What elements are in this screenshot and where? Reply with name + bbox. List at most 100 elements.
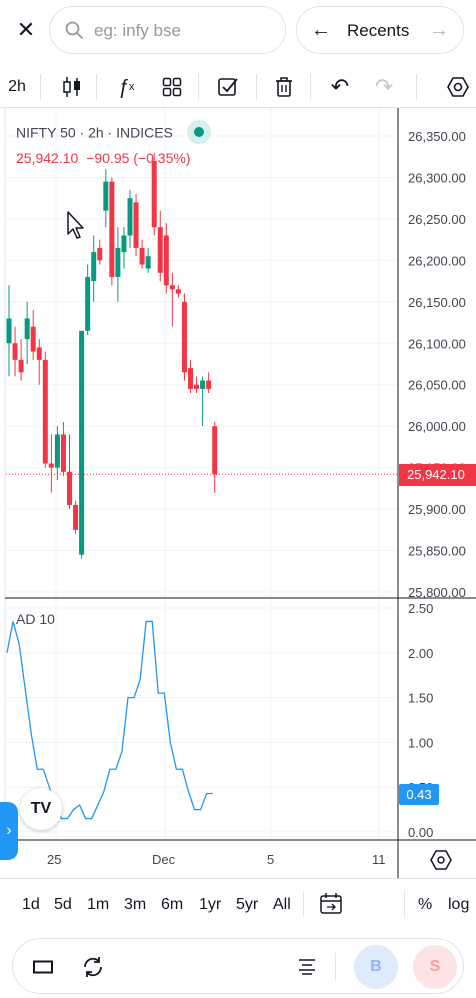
candle-body xyxy=(24,318,30,340)
candle-body xyxy=(194,384,200,389)
templates-grid-icon[interactable] xyxy=(158,72,186,102)
toolbar-divider xyxy=(416,74,417,100)
undo-icon[interactable]: ↶ xyxy=(330,74,350,99)
indicator-label: AD 10 xyxy=(16,611,55,627)
range-1m[interactable]: 1m xyxy=(87,896,110,913)
range-6m[interactable]: 6m xyxy=(161,896,184,913)
price-axis-label: 26,200.00 xyxy=(408,253,466,268)
candle-body xyxy=(175,289,181,294)
price-axis-label: 25,800.00 xyxy=(408,585,466,600)
range-1yr[interactable]: 1yr xyxy=(199,896,222,913)
candle-body xyxy=(97,247,103,261)
symbol-title: NIFTY 50 · 2h · INDICES xyxy=(16,124,173,141)
indicator-axis-label: 1.00 xyxy=(408,735,433,750)
price-change: −90.95 (−0.35%) xyxy=(86,150,191,166)
recents-control: ← Recents → xyxy=(296,6,464,54)
forward-arrow-icon[interactable]: → xyxy=(429,19,449,41)
range-5yr[interactable]: 5yr xyxy=(236,896,259,913)
price-axis-label: 25,850.00 xyxy=(408,544,466,559)
checkbox-icon[interactable] xyxy=(214,72,242,102)
candle-body xyxy=(18,359,24,373)
price-axis-label: 26,250.00 xyxy=(408,212,466,227)
candle-body xyxy=(163,235,169,286)
range-divider xyxy=(404,891,405,917)
goto-date-calendar-icon[interactable] xyxy=(318,891,344,922)
candle-body xyxy=(73,504,79,530)
indicator-axis-label: 2.50 xyxy=(408,601,433,616)
align-lines-icon[interactable] xyxy=(295,953,319,981)
toolbar-divider xyxy=(310,74,311,100)
candle-body xyxy=(181,301,187,373)
toolbar-divider xyxy=(40,74,41,100)
candle-body xyxy=(36,347,42,360)
symbol-search-input[interactable]: eg: infy bse xyxy=(49,6,286,54)
candle-body xyxy=(30,326,36,352)
redo-icon[interactable]: ↷ xyxy=(374,74,394,99)
candle-body xyxy=(127,198,133,236)
time-axis-label: 25 xyxy=(47,852,62,867)
toolbar-divider xyxy=(198,74,199,100)
range-5d[interactable]: 5d xyxy=(54,896,72,913)
candle-body xyxy=(48,463,54,468)
chart-settings-hexagon-icon[interactable] xyxy=(430,850,452,875)
price-axis-label: 26,050.00 xyxy=(408,378,466,393)
price-axis-label: 26,300.00 xyxy=(408,170,466,185)
sell-button[interactable]: S xyxy=(413,945,457,989)
candle-body xyxy=(169,285,175,290)
range-all[interactable]: All xyxy=(273,896,291,913)
candle-body xyxy=(145,256,151,269)
candle-body xyxy=(133,202,139,248)
candle-body xyxy=(85,276,91,331)
fullscreen-rect-icon[interactable] xyxy=(31,953,55,981)
candle-body xyxy=(206,380,212,389)
candle-body xyxy=(121,235,127,253)
range-divider xyxy=(303,891,304,917)
bottom-divider xyxy=(335,953,336,981)
close-icon[interactable]: ✕ xyxy=(16,17,36,42)
candle-body xyxy=(6,318,12,344)
time-axis-label: Dec xyxy=(152,852,176,867)
chart-area[interactable]: 26,350.00 26,300.00 26,250.00 26,200.00 26,1… xyxy=(0,108,476,878)
time-axis-label: 11 xyxy=(372,852,386,867)
price-axis-label: 26,350.00 xyxy=(408,129,466,144)
candle-type-icon[interactable] xyxy=(58,72,86,102)
date-range-bar: 1d 5d 1m 3m 6m 1yr 5yr All % log xyxy=(0,878,476,930)
recents-button[interactable]: Recents xyxy=(347,21,410,40)
candle-body xyxy=(54,434,60,468)
range-3m[interactable]: 3m xyxy=(124,896,147,913)
back-arrow-icon[interactable]: ← xyxy=(311,19,331,41)
log-scale-toggle[interactable]: log xyxy=(448,896,470,913)
candle-body xyxy=(103,181,109,211)
indicator-line xyxy=(6,620,213,820)
price-axis-label: 26,150.00 xyxy=(408,295,466,310)
price-axis-label: 26,000.00 xyxy=(408,419,466,434)
candle-body xyxy=(42,359,48,464)
expand-side-panel-icon[interactable]: › xyxy=(0,802,18,860)
range-1d[interactable]: 1d xyxy=(22,896,40,913)
price-axis-label: 26,100.00 xyxy=(408,336,466,351)
candle-body xyxy=(115,247,121,277)
tradingview-logo-icon[interactable]: TV xyxy=(20,788,62,830)
chart-legend: NIFTY 50 · 2h · INDICES xyxy=(16,120,211,146)
candle-body xyxy=(157,227,163,273)
settings-hexagon-icon[interactable] xyxy=(444,72,472,102)
candle-body xyxy=(12,343,18,360)
last-price-badge: 25,942.10 xyxy=(399,464,476,486)
refresh-icon[interactable] xyxy=(79,953,107,981)
market-status-icon xyxy=(186,120,211,144)
candle-body xyxy=(212,426,218,475)
candle-body xyxy=(109,181,115,277)
indicator-value-badge: 0.43 xyxy=(399,784,439,805)
search-icon xyxy=(65,21,83,39)
interval-button[interactable]: 2h xyxy=(8,78,26,95)
candle-body xyxy=(91,252,97,282)
candle-body xyxy=(151,160,157,228)
candle-body xyxy=(79,330,85,555)
trash-icon[interactable] xyxy=(270,72,298,102)
percent-scale-toggle[interactable]: % xyxy=(418,896,433,913)
candle-body xyxy=(188,368,193,389)
chart-canvas[interactable]: 26,350.00 26,300.00 26,250.00 26,200.00 26,1… xyxy=(0,108,476,878)
buy-button[interactable]: B xyxy=(354,945,398,989)
